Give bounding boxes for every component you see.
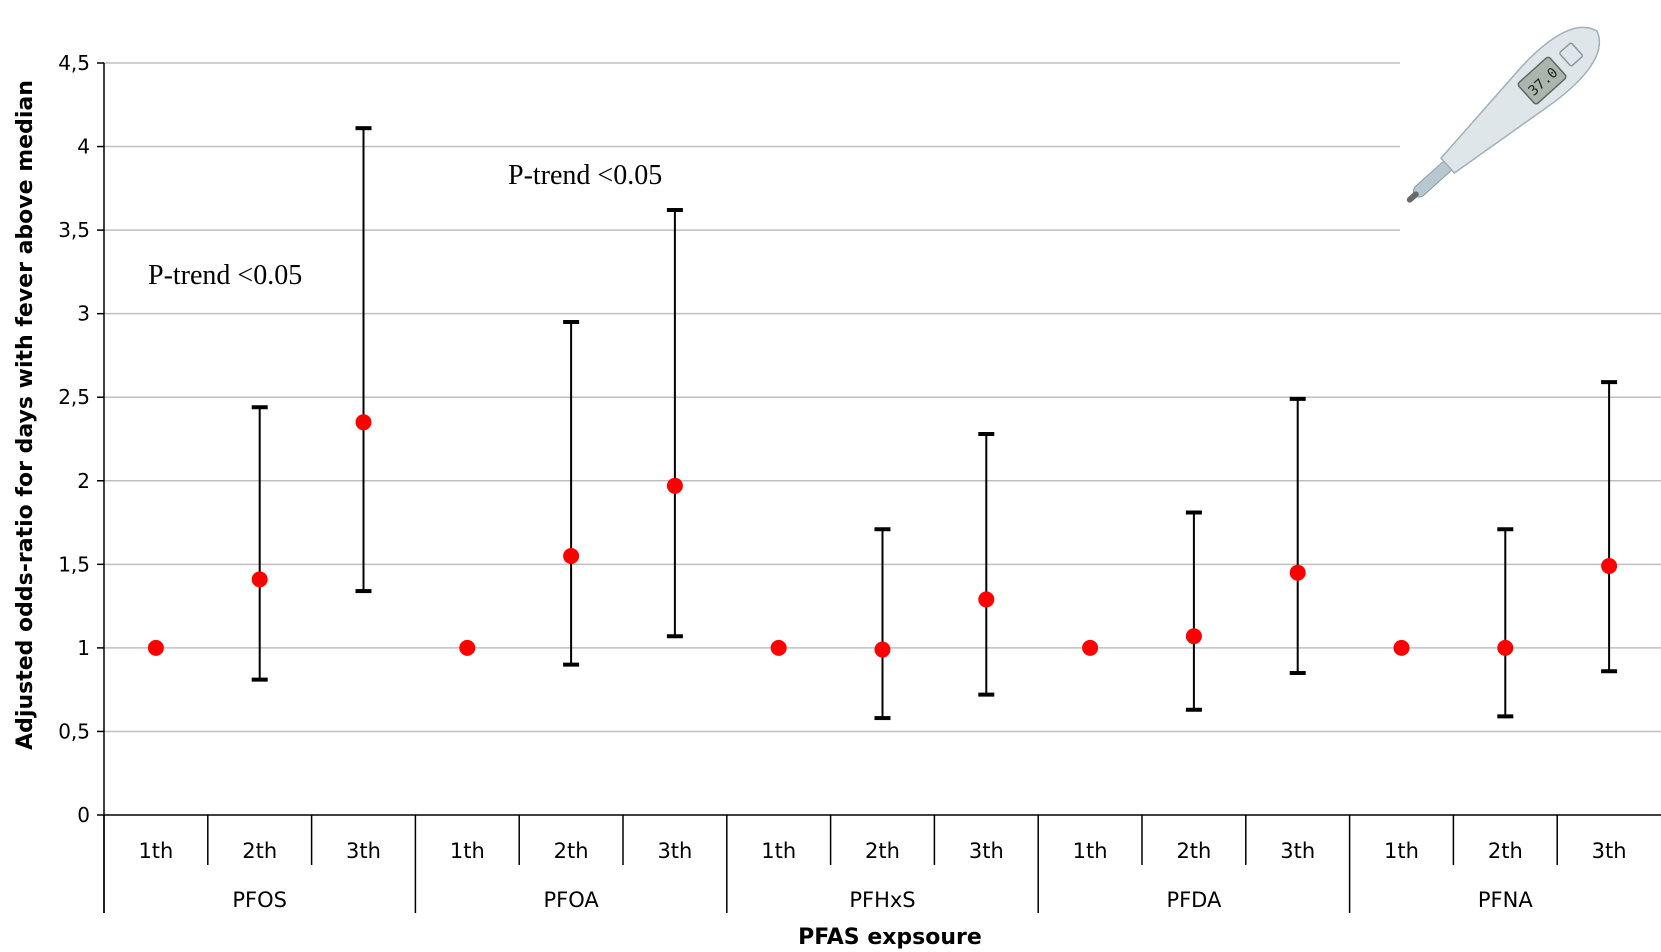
x-category-labels: 1th 2th 3th PFOS 1th 2th 3th PFOA 1th 2th 3th PFHxS… [138, 839, 1626, 912]
y-axis-title: Adjusted odds-ratio for days with fever … [13, 80, 38, 750]
data-point [1289, 564, 1306, 581]
data-point [251, 571, 268, 588]
error-bars [251, 126, 1618, 721]
x-tick-label: 3th [657, 839, 692, 863]
y-tick-label: 3 [77, 302, 90, 326]
group-label: PFHxS [849, 888, 915, 912]
data-point [1601, 558, 1618, 575]
y-tick-label: 1,5 [58, 552, 90, 576]
x-tick-label: 3th [1592, 839, 1627, 863]
y-tick-label: 2,5 [58, 385, 90, 409]
y-tick-label: 4,5 [58, 51, 90, 75]
data-point [563, 547, 580, 564]
group-label: PFOS [232, 888, 287, 912]
thermometer-icon: 37.0 [1406, 26, 1601, 203]
x-tick-label: 1th [450, 839, 485, 863]
data-point [666, 477, 683, 494]
data-point [770, 639, 787, 656]
y-tick-label: 2 [77, 469, 90, 493]
x-tick-label: 1th [1073, 839, 1108, 863]
group-label: PFOA [543, 888, 599, 912]
x-tick-label: 3th [346, 839, 381, 863]
data-point [874, 641, 891, 658]
x-axis-title: PFAS expsoure [798, 925, 982, 950]
x-tick-label: 1th [1384, 839, 1419, 863]
group-label: PFDA [1166, 888, 1222, 912]
data-point [355, 414, 372, 431]
y-tick-label: 0,5 [58, 719, 90, 743]
x-tick-label: 2th [242, 839, 277, 863]
x-tick-label: 2th [1488, 839, 1523, 863]
x-tick-label: 1th [761, 839, 796, 863]
data-point [1393, 639, 1410, 656]
annotation-pfos-trend: P-trend <0.05 [148, 260, 302, 291]
data-points [147, 414, 1618, 658]
x-tick-label: 2th [1176, 839, 1211, 863]
data-point [1185, 628, 1202, 645]
x-tick-label: 2th [554, 839, 589, 863]
x-tick-label: 2th [865, 839, 900, 863]
data-point [1082, 639, 1099, 656]
y-tick-label: 0 [77, 803, 90, 827]
annotation-pfoa-trend: P-trend <0.05 [508, 160, 662, 191]
x-tick-label: 1th [138, 839, 173, 863]
data-point [1497, 639, 1514, 656]
data-point [978, 591, 995, 608]
group-label: PFNA [1478, 888, 1533, 912]
data-point [147, 639, 164, 656]
x-tick-label: 3th [1280, 839, 1315, 863]
y-tick-label: 1 [77, 636, 90, 660]
axes [97, 62, 1661, 913]
y-tick-labels: 0 0,5 1 1,5 2 2,5 3 3,5 4 4,5 [58, 51, 90, 827]
y-tick-label: 4 [77, 135, 90, 159]
x-tick-label: 3th [969, 839, 1004, 863]
y-tick-label: 3,5 [58, 218, 90, 242]
data-point [459, 639, 476, 656]
